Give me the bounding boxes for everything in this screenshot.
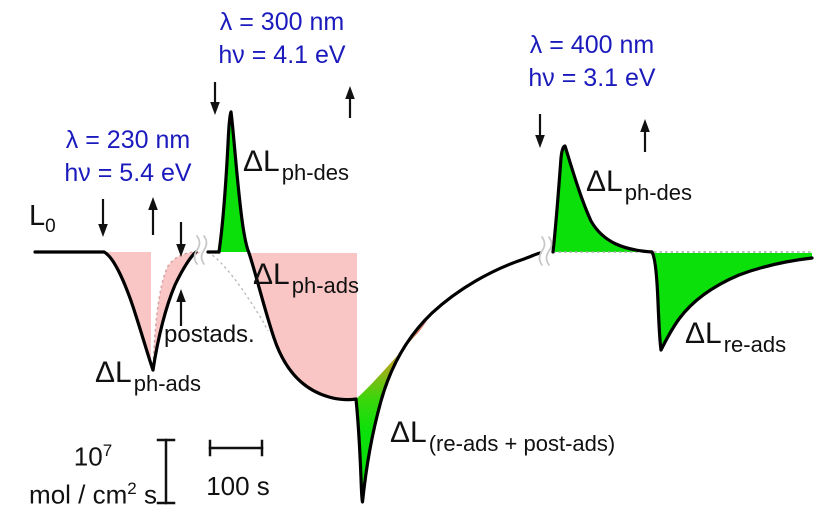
y-scale-bar — [156, 438, 176, 505]
delta-main: ΔL — [390, 416, 427, 449]
mag-base: 10 — [73, 441, 103, 472]
annotation-400nm: λ = 400 nm hν = 3.1 eV — [524, 29, 660, 95]
annotation-300nm: λ = 300 nm hν = 4.1 eV — [214, 6, 350, 72]
arrow-up-400-off — [640, 119, 650, 152]
dotted-decay-extension — [207, 251, 269, 332]
arrow-down-230-on — [98, 199, 108, 237]
break-icon — [193, 235, 201, 265]
label-delta-L-ph-des-300: ΔLph-des — [243, 145, 349, 186]
postads-text: postads. — [164, 321, 255, 348]
lambda-230: λ = 230 nm — [65, 126, 191, 154]
delta-sub: ph-ads — [133, 371, 202, 396]
arrow-down-postexposure — [176, 222, 186, 257]
label-delta-L-ph-ads-300: ΔLph-ads — [253, 258, 359, 299]
curve-re-ads-400 — [650, 250, 814, 352]
fill-ph-des-400 — [553, 146, 652, 252]
delta-main: ΔL — [253, 258, 290, 291]
fill-re-ads-400 — [654, 253, 812, 350]
curve-dip-230 — [102, 250, 155, 372]
time-scale-bar — [208, 439, 264, 457]
lambda-300: λ = 300 nm — [219, 8, 345, 36]
delta-sub: (re-ads + post-ads) — [428, 431, 616, 456]
arrow-down-400-on — [535, 114, 545, 148]
delta-main: ΔL — [586, 165, 623, 198]
fill-postads — [153, 252, 202, 370]
y-scale-units: mol / cm2 s — [28, 473, 158, 511]
energy-230: hν = 5.4 eV — [64, 159, 192, 187]
break-icon — [200, 235, 208, 265]
curve-recovery-230 — [151, 250, 198, 372]
annotation-230nm: λ = 230 nm hν = 5.4 eV — [60, 124, 196, 190]
arrow-up-postads — [176, 289, 186, 326]
event-arrows — [98, 82, 650, 326]
arrow-up-230-off — [148, 197, 158, 235]
dotted-postads-boundary — [152, 251, 198, 371]
delta-main: ΔL — [95, 356, 132, 389]
curve-300-section — [217, 110, 542, 504]
unit-exp: 2 — [127, 478, 137, 498]
delta-sub: ph-des — [281, 160, 350, 185]
y-scale-label: 107 mol / cm2 s — [28, 435, 158, 510]
delta-sub: ph-ads — [291, 273, 360, 298]
time-scale-label: 100 s — [206, 471, 270, 502]
label-delta-L-re-ads-post-ads: ΔL(re-ads + post-ads) — [390, 416, 615, 457]
l0-main: L — [29, 200, 46, 232]
unit-post: s — [136, 479, 157, 510]
energy-400: hν = 3.1 eV — [528, 64, 656, 92]
delta-main: ΔL — [685, 317, 722, 350]
arrow-up-300-off — [345, 86, 355, 118]
time-break-marks — [193, 235, 553, 266]
delta-sub: ph-des — [624, 180, 693, 205]
baseline-label-L0: L0 — [29, 200, 56, 238]
arrow-down-300-on — [210, 82, 220, 115]
label-delta-L-ph-des-400: ΔLph-des — [586, 165, 692, 206]
lambda-400: λ = 400 nm — [529, 31, 655, 59]
y-scale-magnitude: 107 — [28, 435, 158, 473]
label-postads: postads. — [164, 323, 255, 347]
l0-sub: 0 — [45, 216, 56, 237]
unit-pre: mol / cm — [29, 479, 128, 510]
mag-exp: 7 — [102, 441, 113, 460]
delta-main: ΔL — [243, 145, 280, 178]
break-icon — [545, 236, 553, 266]
time-scale-text: 100 s — [206, 471, 270, 501]
fill-ph-ads-230 — [104, 252, 151, 364]
delta-sub: re-ads — [723, 332, 787, 357]
fill-ph-ads-300 — [249, 253, 357, 400]
label-delta-L-re-ads-400: ΔLre-ads — [685, 317, 786, 358]
label-delta-L-ph-ads-230: ΔLph-ads — [95, 356, 201, 397]
curve-ph-des-400 — [551, 144, 654, 254]
energy-300: hν = 4.1 eV — [218, 41, 346, 69]
break-icon — [538, 236, 546, 266]
signal-curve — [33, 110, 814, 504]
